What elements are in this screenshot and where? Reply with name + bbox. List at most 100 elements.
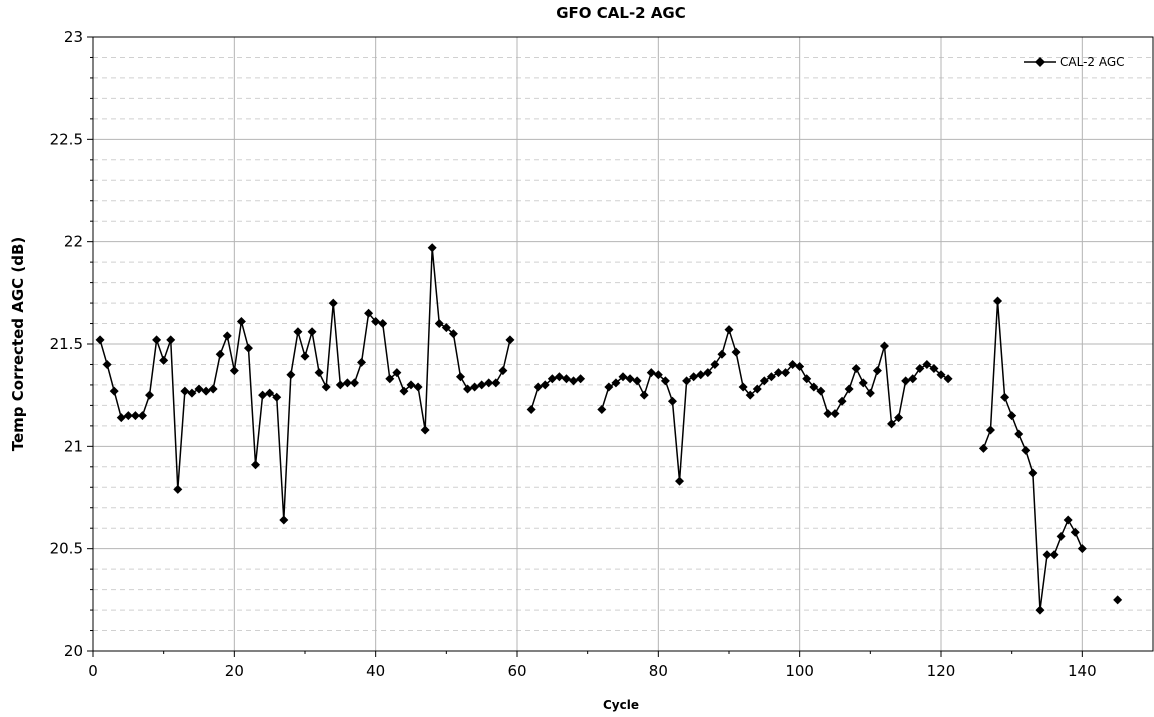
data-point [738, 382, 748, 392]
data-point [667, 396, 677, 406]
data-point [427, 243, 437, 253]
data-point [653, 370, 663, 380]
data-point [448, 329, 458, 339]
data-point [576, 374, 586, 384]
data-point [187, 388, 197, 398]
data-point [865, 388, 875, 398]
data-point [675, 476, 685, 486]
data-point [710, 359, 720, 369]
data-point [625, 374, 635, 384]
data-point [166, 335, 176, 345]
data-point [802, 374, 812, 384]
data-point [102, 359, 112, 369]
data-point [392, 368, 402, 378]
data-point [781, 368, 791, 378]
data-point [208, 384, 218, 394]
data-point [272, 392, 282, 402]
data-point [335, 380, 345, 390]
data-point [243, 343, 253, 353]
data-point [894, 413, 904, 423]
data-point [413, 382, 423, 392]
data-point [915, 364, 925, 374]
data-point [455, 372, 465, 382]
series-cal2-agc [95, 243, 1123, 615]
data-point [985, 425, 995, 435]
y-axis-label: Temp Corrected AGC (dB) [9, 237, 27, 452]
data-point [717, 349, 727, 359]
data-point [1035, 605, 1045, 615]
data-point [766, 372, 776, 382]
data-point [929, 364, 939, 374]
data-point [569, 376, 579, 386]
data-point [321, 382, 331, 392]
data-point [554, 372, 564, 382]
data-point [265, 388, 275, 398]
data-point [703, 368, 713, 378]
data-point [505, 335, 515, 345]
data-point [194, 384, 204, 394]
data-point [434, 319, 444, 329]
data-point [752, 384, 762, 394]
data-point [1049, 550, 1059, 560]
y-tick-label: 21 [64, 437, 83, 455]
data-point [1021, 445, 1031, 455]
data-point [533, 382, 543, 392]
data-point [1007, 411, 1017, 421]
data-point [123, 411, 133, 421]
x-tick-label: 20 [225, 662, 244, 680]
data-point [470, 382, 480, 392]
y-tick-label: 22 [64, 233, 83, 251]
data-point [788, 359, 798, 369]
data-point [484, 378, 494, 388]
data-point [159, 355, 169, 365]
data-point [851, 364, 861, 374]
data-point [689, 372, 699, 382]
x-tick-label: 40 [366, 662, 385, 680]
data-point [1070, 527, 1080, 537]
data-point [314, 368, 324, 378]
grid-lines [92, 36, 1153, 652]
data-point [201, 386, 211, 396]
data-point [286, 370, 296, 380]
data-point [137, 411, 147, 421]
data-point [109, 386, 119, 396]
data-point [858, 378, 868, 388]
data-point [145, 390, 155, 400]
data-point [526, 404, 536, 414]
data-point [1014, 429, 1024, 439]
data-point [759, 376, 769, 386]
data-point [1042, 550, 1052, 560]
legend-label: CAL-2 AGC [1060, 55, 1125, 69]
data-point [901, 376, 911, 386]
data-point [1000, 392, 1010, 402]
data-point [441, 323, 451, 333]
data-point [604, 382, 614, 392]
data-point [887, 419, 897, 429]
data-point [597, 404, 607, 414]
data-point [251, 460, 261, 470]
data-point [399, 386, 409, 396]
data-point [215, 349, 225, 359]
data-point [1113, 595, 1123, 605]
data-point [173, 484, 183, 494]
data-point [731, 347, 741, 357]
chart-title: GFO CAL-2 AGC [556, 4, 686, 22]
data-point [152, 335, 162, 345]
y-tick-label: 22.5 [50, 130, 83, 148]
data-point [724, 325, 734, 335]
data-point [611, 378, 621, 388]
series-line-segment [982, 300, 1084, 611]
data-point [406, 380, 416, 390]
data-point [844, 384, 854, 394]
data-point [116, 413, 126, 423]
data-point [561, 374, 571, 384]
data-point [307, 327, 317, 337]
data-point [660, 376, 670, 386]
data-point [632, 376, 642, 386]
data-point [837, 396, 847, 406]
data-point [978, 443, 988, 453]
data-point [371, 316, 381, 326]
data-point [696, 370, 706, 380]
data-point [491, 378, 501, 388]
